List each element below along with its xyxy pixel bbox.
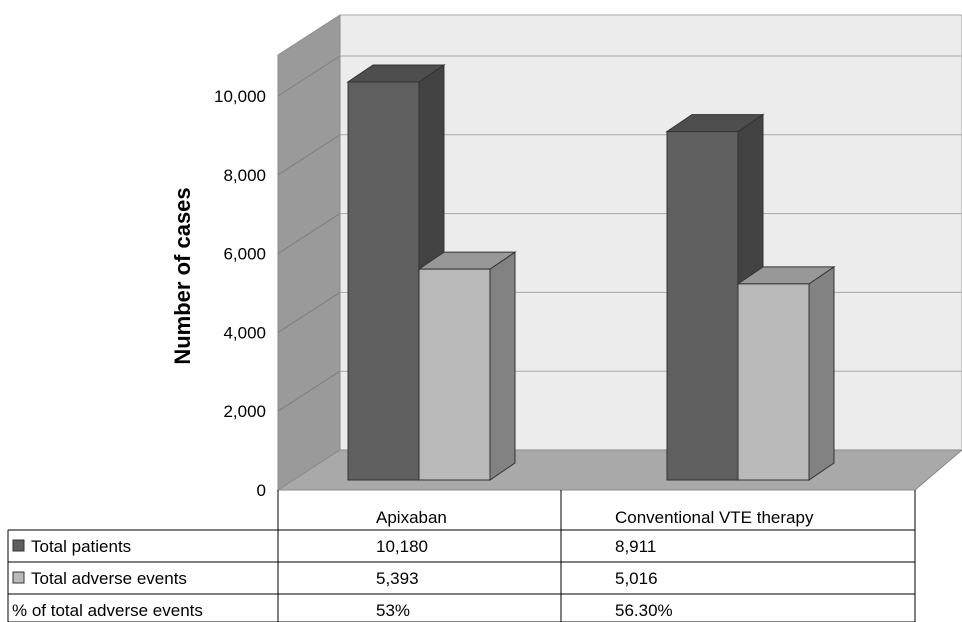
bar-front [418,268,491,481]
data-table: Apixaban Conventional VTE therapy Total pa… [7,490,916,622]
bars [346,64,836,481]
bar [665,113,765,481]
y-tick-label: 2,000 [223,402,266,421]
legend-label: Total adverse events [31,569,187,588]
gridline-side [277,291,341,333]
table-cell: 5,016 [615,569,658,588]
chart-side-wall [277,14,341,491]
table-cell: 10,180 [376,537,428,556]
table-cell: 5,393 [376,569,419,588]
bar-side [808,265,835,481]
table-cell: 56.30% [615,601,673,620]
y-axis-ticks: 0 2,000 4,000 6,000 8,000 10,000 [214,87,266,500]
legend-swatch [12,571,25,584]
y-tick-label: 4,000 [223,323,266,342]
y-tick-label: 8,000 [223,166,266,185]
gridline-side [277,55,341,97]
gridline-side [277,370,341,412]
bar-front [737,283,810,481]
y-tick-label: 10,000 [214,87,266,106]
table-row-label: % of total adverse events [12,601,203,620]
bar [417,251,517,481]
y-tick-label: 6,000 [223,245,266,264]
gridline-side [277,134,341,176]
gridlines [277,55,962,412]
legend-swatch [12,539,25,552]
table-cell: 53% [376,601,410,620]
bar [736,265,836,481]
category-label: Conventional VTE therapy [615,508,814,527]
bar-side [489,251,516,481]
gridline-side [277,213,341,255]
y-axis-label: Number of cases [170,187,195,364]
table-cell: 8,911 [615,537,656,556]
category-label: Apixaban [376,508,447,527]
y-tick-label: 0 [257,481,266,500]
bar-front [347,81,420,481]
legend-label: Total patients [31,537,131,556]
bar-front [666,131,739,481]
